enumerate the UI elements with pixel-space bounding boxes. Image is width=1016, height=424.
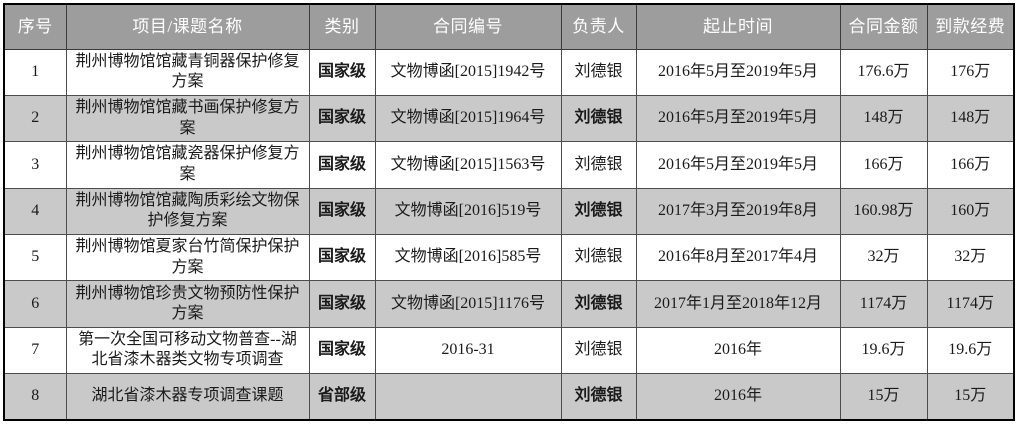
cell-amount: 148万 bbox=[839, 94, 928, 143]
cell-owner: 刘德银 bbox=[560, 187, 637, 236]
cell-period: 2016年 bbox=[635, 373, 841, 421]
cell-category: 国家级 bbox=[308, 187, 376, 236]
column-header-seq: 序号 bbox=[3, 3, 67, 50]
cell-received: 160万 bbox=[926, 187, 1015, 236]
cell-seq: 4 bbox=[3, 187, 67, 236]
column-header-received: 到款经费 bbox=[926, 3, 1015, 50]
cell-seq: 2 bbox=[3, 94, 67, 143]
cell-amount: 19.6万 bbox=[839, 326, 928, 375]
cell-name: 荆州博物馆馆藏书画保护修复方案 bbox=[65, 94, 310, 143]
cell-owner: 刘德银 bbox=[560, 233, 637, 282]
cell-period: 2016年5月至2019年5月 bbox=[635, 94, 841, 143]
cell-period: 2017年3月至2019年8月 bbox=[635, 187, 841, 236]
cell-contract: 文物博函[2015]1176号 bbox=[374, 280, 562, 328]
cell-received: 1174万 bbox=[926, 280, 1015, 328]
cell-received: 15万 bbox=[926, 373, 1015, 421]
cell-category: 省部级 bbox=[308, 373, 376, 421]
cell-owner: 刘德银 bbox=[560, 94, 637, 143]
table-header-row: 序号 项目/课题名称 类别 合同编号 负责人 起止时间 合同金额 到款经费 bbox=[3, 3, 1015, 50]
cell-seq: 1 bbox=[3, 48, 67, 96]
column-header-owner: 负责人 bbox=[560, 3, 637, 50]
cell-seq: 6 bbox=[3, 280, 67, 328]
cell-amount: 176.6万 bbox=[839, 48, 928, 96]
cell-period: 2016年 bbox=[635, 326, 841, 375]
cell-contract bbox=[374, 373, 562, 421]
table-header: 序号 项目/课题名称 类别 合同编号 负责人 起止时间 合同金额 到款经费 bbox=[3, 3, 1015, 50]
table-row: 8 湖北省漆木器专项调查课题 省部级 刘德银 2016年 15万 15万 bbox=[3, 373, 1015, 421]
cell-name: 荆州博物馆馆藏青铜器保护修复方案 bbox=[65, 48, 310, 96]
table-body: 1 荆州博物馆馆藏青铜器保护修复方案 国家级 文物博函[2015]1942号 刘德银 20… bbox=[3, 48, 1015, 421]
cell-amount: 166万 bbox=[839, 141, 928, 189]
table-row: 4 荆州博物馆馆藏陶质彩绘文物保护修复方案 国家级 文物博函[2016]519号 刘德银… bbox=[3, 187, 1015, 236]
cell-category: 国家级 bbox=[308, 326, 376, 375]
cell-category: 国家级 bbox=[308, 233, 376, 282]
table-row: 3 荆州博物馆馆藏瓷器保护修复方案 国家级 文物博函[2015]1563号 刘德银 201… bbox=[3, 141, 1015, 189]
cell-period: 2016年5月至2019年5月 bbox=[635, 48, 841, 96]
cell-seq: 8 bbox=[3, 373, 67, 421]
cell-period: 2017年1月至2018年12月 bbox=[635, 280, 841, 328]
cell-owner: 刘德银 bbox=[560, 280, 637, 328]
cell-amount: 160.98万 bbox=[839, 187, 928, 236]
cell-contract: 文物博函[2015]1942号 bbox=[374, 48, 562, 96]
column-header-name: 项目/课题名称 bbox=[65, 3, 310, 50]
cell-amount: 1174万 bbox=[839, 280, 928, 328]
cell-name: 湖北省漆木器专项调查课题 bbox=[65, 373, 310, 421]
cell-period: 2016年5月至2019年5月 bbox=[635, 141, 841, 189]
column-header-category: 类别 bbox=[308, 3, 376, 50]
cell-received: 32万 bbox=[926, 233, 1015, 282]
column-header-amount: 合同金额 bbox=[839, 3, 928, 50]
table-row: 6 荆州博物馆珍贵文物预防性保护方案 国家级 文物博函[2015]1176号 刘德银 20… bbox=[3, 280, 1015, 328]
cell-category: 国家级 bbox=[308, 94, 376, 143]
table-row: 5 荆州博物馆夏家台竹简保护保护方案 国家级 文物博函[2016]585号 刘德银 201… bbox=[3, 233, 1015, 282]
cell-seq: 7 bbox=[3, 326, 67, 375]
cell-contract: 2016-31 bbox=[374, 326, 562, 375]
table-row: 2 荆州博物馆馆藏书画保护修复方案 国家级 文物博函[2015]1964号 刘德银 201… bbox=[3, 94, 1015, 143]
cell-name: 荆州博物馆馆藏陶质彩绘文物保护修复方案 bbox=[65, 187, 310, 236]
cell-period: 2016年8月至2017年4月 bbox=[635, 233, 841, 282]
cell-seq: 5 bbox=[3, 233, 67, 282]
cell-category: 国家级 bbox=[308, 141, 376, 189]
cell-name: 荆州博物馆珍贵文物预防性保护方案 bbox=[65, 280, 310, 328]
cell-category: 国家级 bbox=[308, 280, 376, 328]
cell-name: 荆州博物馆馆藏瓷器保护修复方案 bbox=[65, 141, 310, 189]
cell-owner: 刘德银 bbox=[560, 326, 637, 375]
cell-amount: 15万 bbox=[839, 373, 928, 421]
cell-received: 148万 bbox=[926, 94, 1015, 143]
cell-seq: 3 bbox=[3, 141, 67, 189]
cell-received: 166万 bbox=[926, 141, 1015, 189]
cell-contract: 文物博函[2015]1563号 bbox=[374, 141, 562, 189]
column-header-contract: 合同编号 bbox=[374, 3, 562, 50]
column-header-period: 起止时间 bbox=[635, 3, 841, 50]
cell-contract: 文物博函[2016]519号 bbox=[374, 187, 562, 236]
cell-name: 荆州博物馆夏家台竹简保护保护方案 bbox=[65, 233, 310, 282]
cell-owner: 刘德银 bbox=[560, 48, 637, 96]
table-row: 1 荆州博物馆馆藏青铜器保护修复方案 国家级 文物博函[2015]1942号 刘德银 20… bbox=[3, 48, 1015, 96]
cell-received: 19.6万 bbox=[926, 326, 1015, 375]
cell-contract: 文物博函[2016]585号 bbox=[374, 233, 562, 282]
cell-name: 第一次全国可移动文物普查--湖北省漆木器类文物专项调查 bbox=[65, 326, 310, 375]
cell-category: 国家级 bbox=[308, 48, 376, 96]
cell-owner: 刘德银 bbox=[560, 141, 637, 189]
cell-owner: 刘德银 bbox=[560, 373, 637, 421]
cell-received: 176万 bbox=[926, 48, 1015, 96]
table-row: 7 第一次全国可移动文物普查--湖北省漆木器类文物专项调查 国家级 2016-31 刘德… bbox=[3, 326, 1015, 375]
cell-contract: 文物博函[2015]1964号 bbox=[374, 94, 562, 143]
cell-amount: 32万 bbox=[839, 233, 928, 282]
